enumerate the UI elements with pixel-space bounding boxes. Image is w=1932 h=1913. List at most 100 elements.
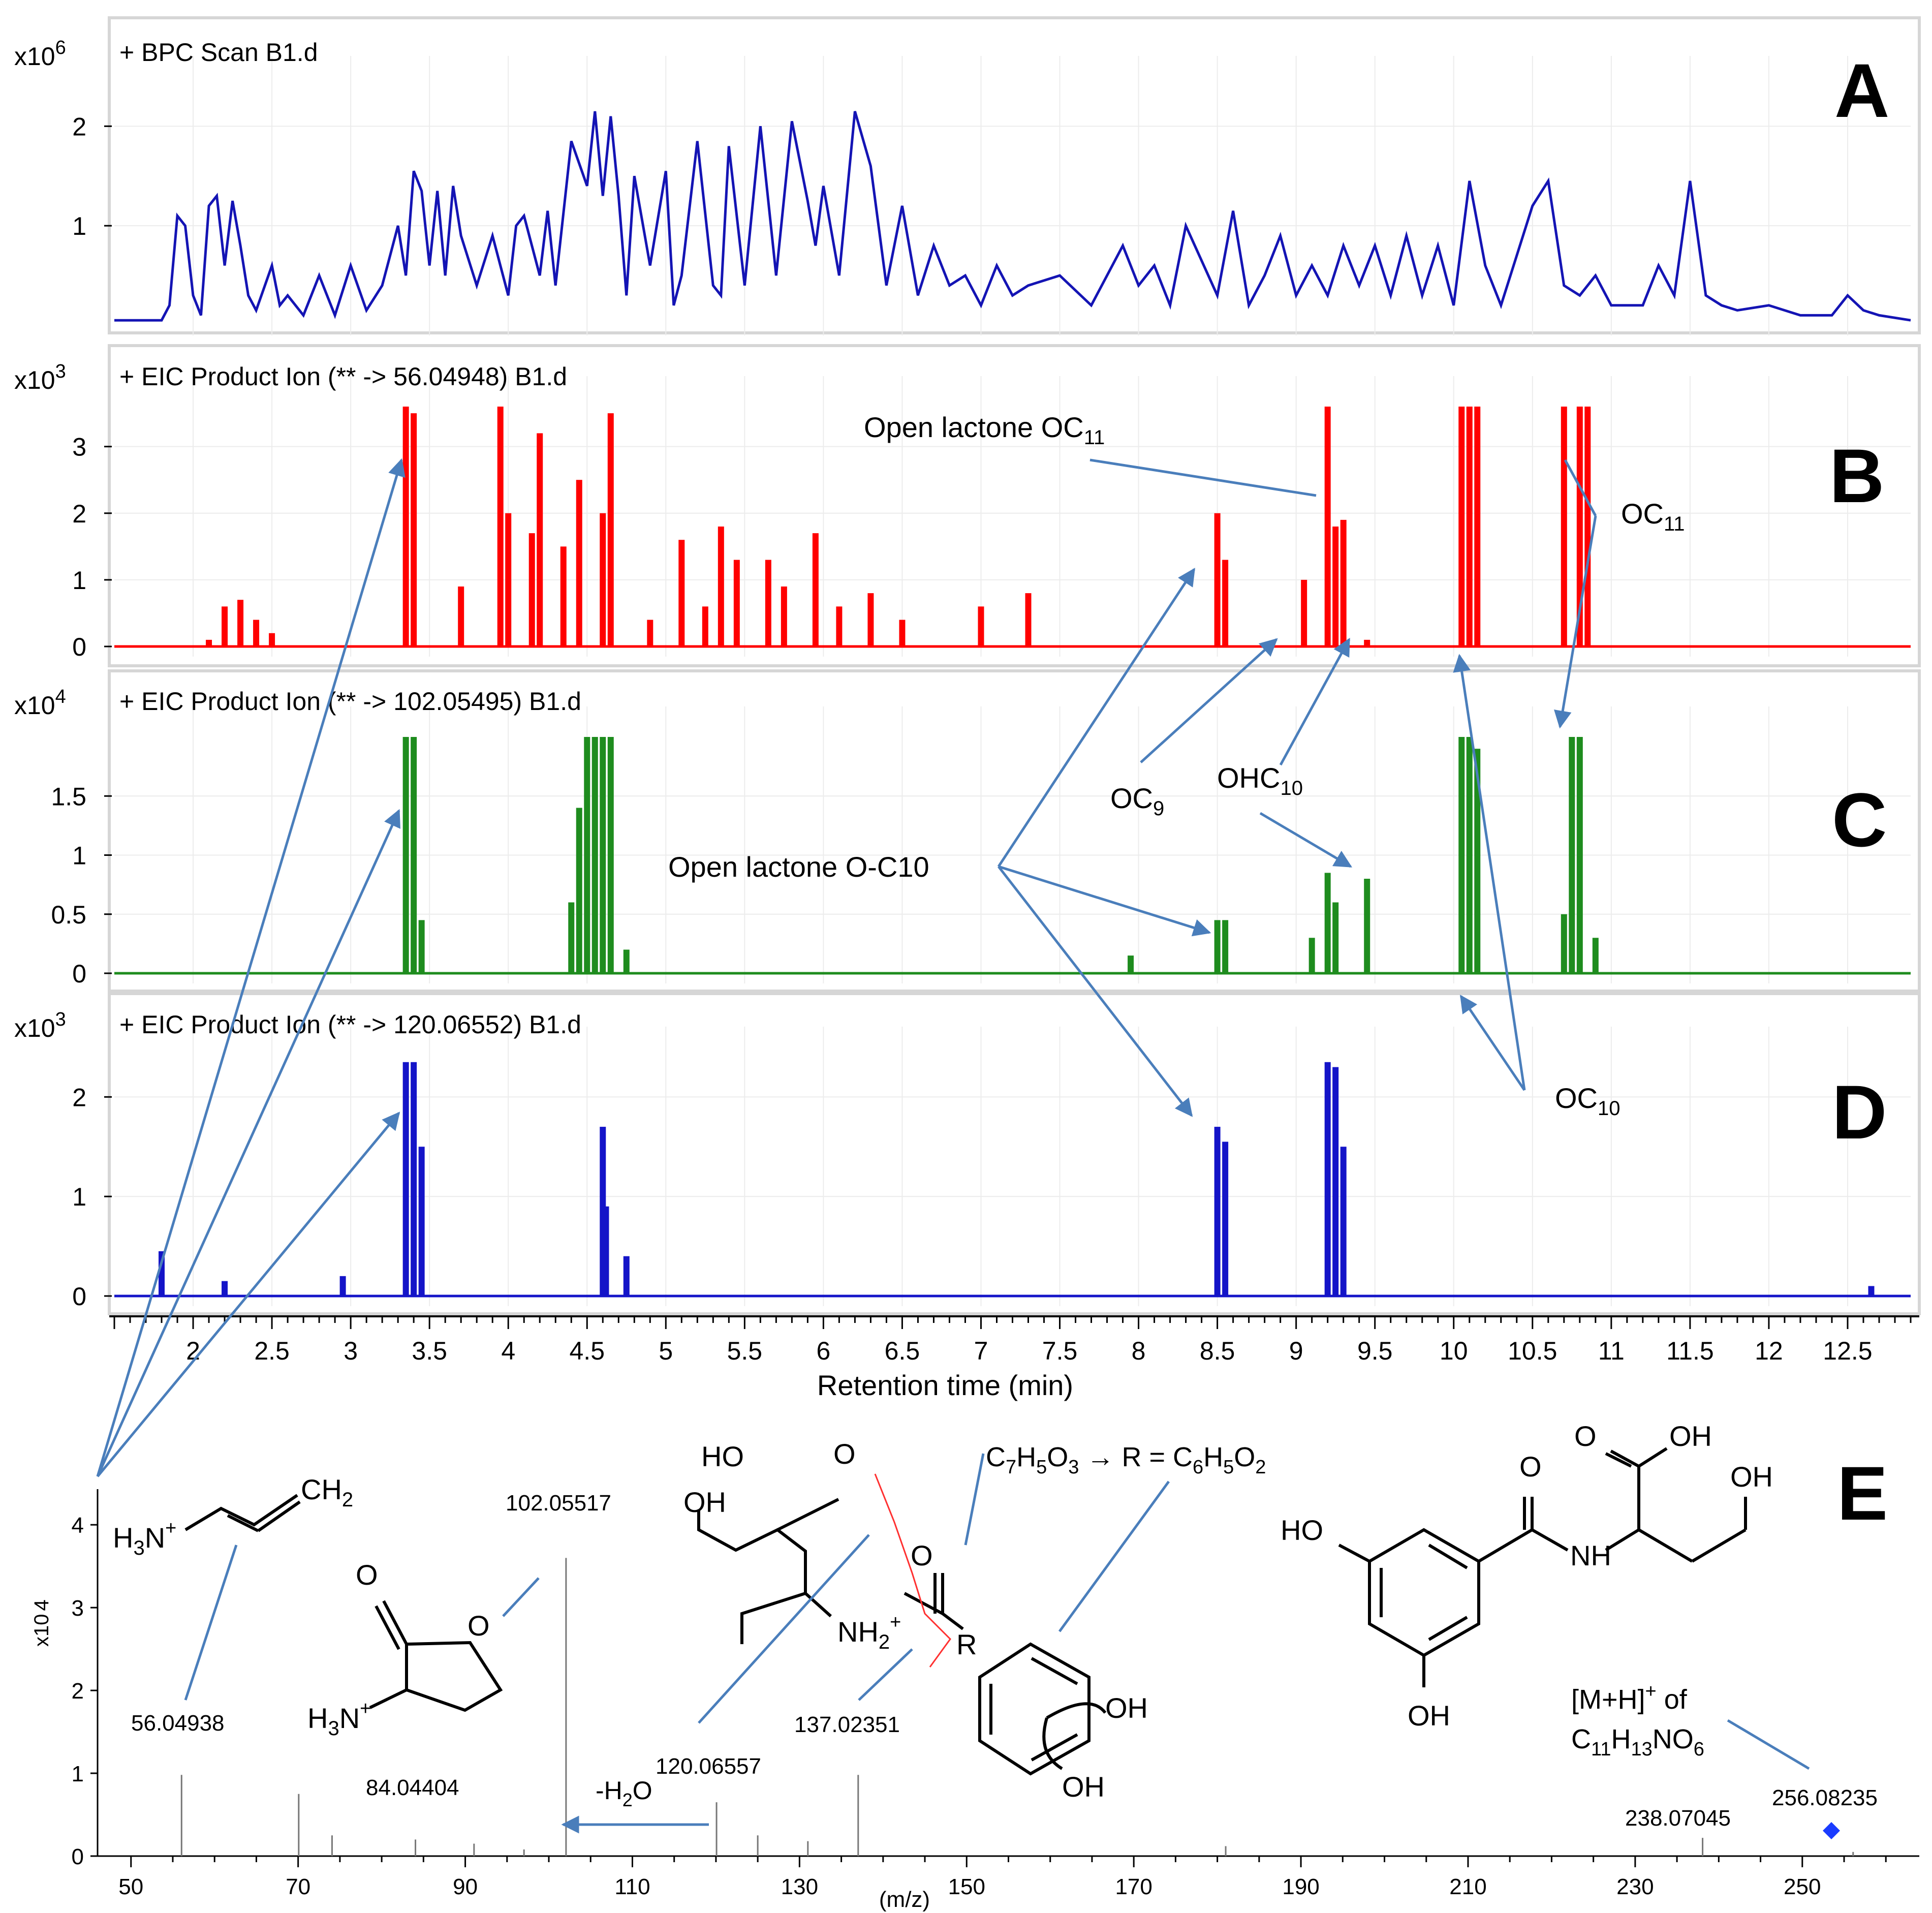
- eic-peak: [253, 620, 260, 646]
- eic-peak: [402, 1062, 409, 1296]
- eic-peak: [560, 546, 567, 646]
- eic-peak: [505, 513, 512, 646]
- ms-label-120: 120.06557: [656, 1754, 761, 1779]
- y-tick-label: 1: [72, 566, 86, 595]
- ms-label-56: 56.04938: [131, 1711, 225, 1736]
- x-tick-label: 12: [1755, 1337, 1783, 1365]
- x-tick-label: 10: [1440, 1337, 1468, 1365]
- eic-peak: [1301, 579, 1307, 646]
- eic-peak: [537, 433, 543, 646]
- ms-xticks: 50 70 90 110 130 150 170 190 210 230 250: [118, 1856, 1887, 1899]
- eic-peak: [1324, 873, 1331, 973]
- eic-peak: [458, 587, 464, 646]
- leader-102: [502, 1577, 540, 1617]
- ms-y-tick-label: 1: [72, 1762, 84, 1786]
- eic-peak: [836, 606, 843, 646]
- x-tick-label: 6: [816, 1337, 830, 1365]
- x-tick-label: 5: [659, 1337, 673, 1365]
- ms-x-tick-label: 50: [118, 1874, 143, 1899]
- eic-peak: [1584, 407, 1591, 646]
- ms-y-tick-label: 0: [72, 1844, 84, 1869]
- eic-peak: [765, 560, 771, 646]
- eic-peak: [733, 560, 740, 646]
- leader-120: [698, 1534, 870, 1724]
- ms-x-tick-label: 110: [614, 1874, 650, 1899]
- eic-peak: [1340, 519, 1347, 646]
- acyl-oh: OH: [683, 1486, 726, 1518]
- panel-a-bpc-trace: [114, 111, 1911, 322]
- eic-peak: [222, 606, 228, 646]
- eic-peak: [1214, 1127, 1221, 1296]
- eic-peak: [678, 540, 685, 646]
- water-loss-label: -H2O: [596, 1776, 652, 1810]
- acyl-ho: HO: [701, 1440, 744, 1472]
- x-tick-label: 3.5: [412, 1337, 447, 1365]
- eic-peak: [1222, 560, 1229, 646]
- panel-c-title: + EIC Product Ion (** -> 102.05495) B1.d: [119, 687, 581, 716]
- panel-a-grid: [114, 56, 1911, 335]
- acyl-o: O: [833, 1438, 856, 1470]
- parent-oh-acid: OH: [1669, 1420, 1712, 1452]
- benzene-oh1: OH: [1105, 1692, 1148, 1724]
- panel-c-multiplier: x104: [14, 686, 66, 720]
- panel-d-grid: [114, 1027, 1911, 1306]
- eic-peak: [269, 633, 275, 646]
- structure-lactone: [369, 1600, 503, 1712]
- panel-a-yticks: 12: [72, 112, 112, 240]
- x-tick-label: 2.5: [254, 1337, 290, 1365]
- acyl-o2: O: [911, 1539, 933, 1571]
- eic-peak: [206, 639, 212, 646]
- eic-peak: [600, 737, 606, 973]
- allylamine-h3n: H3N+: [113, 1518, 176, 1559]
- annotation-oc10: OC10: [1555, 1082, 1621, 1120]
- x-tick-label: 7: [974, 1337, 988, 1365]
- ms-letter: E: [1837, 1451, 1888, 1536]
- benzene-oh2: OH: [1062, 1771, 1105, 1803]
- eic-peak: [1128, 955, 1134, 973]
- parent-nh: NH: [1570, 1539, 1611, 1571]
- arrow-olc10-b: [997, 568, 1196, 868]
- panel-a-title: + BPC Scan B1.d: [119, 38, 318, 67]
- eic-peak: [497, 407, 504, 646]
- eic-peak: [1324, 407, 1331, 646]
- y-tick-label: 0: [72, 633, 86, 661]
- eic-peak: [1364, 639, 1370, 646]
- panel-a: x106 + BPC Scan B1.d A 12: [14, 16, 1921, 335]
- eic-peak: [899, 620, 906, 646]
- eic-peak: [418, 920, 425, 973]
- ms-label-256: 256.08235: [1772, 1785, 1878, 1810]
- x-tick-label: 8.5: [1200, 1337, 1235, 1365]
- x-tick-label: 11: [1598, 1337, 1625, 1365]
- eic-peak: [603, 1206, 609, 1296]
- ms-x-tick-label: 190: [1282, 1874, 1319, 1899]
- y-tick-label: 1: [72, 212, 86, 240]
- y-tick-label: 1: [72, 842, 86, 870]
- eic-peak: [568, 902, 575, 973]
- ms-label-84: 84.04404: [366, 1775, 459, 1800]
- ms-y-tick-label: 2: [72, 1679, 84, 1704]
- x-tick-label: 6.5: [885, 1337, 920, 1365]
- structure-parent: [1338, 1447, 1747, 1687]
- eic-peak: [1364, 879, 1370, 973]
- structure-allylamine: [184, 1494, 301, 1532]
- panel-d-multiplier: x103: [14, 1009, 66, 1042]
- eic-peak: [812, 533, 819, 646]
- panel-b: x103 + EIC Product Ion (** -> 56.04948) …: [14, 344, 1921, 667]
- arrow-oc9: [1140, 638, 1278, 763]
- y-tick-label: 2: [72, 112, 86, 141]
- eic-peak: [978, 606, 984, 646]
- x-tick-label: 9: [1289, 1337, 1303, 1365]
- eic-peak: [1222, 920, 1229, 973]
- lactone-o-carbonyl: O: [356, 1559, 378, 1591]
- ms-label-137: 137.02351: [794, 1712, 900, 1737]
- y-tick-label: 0: [72, 960, 86, 988]
- annotation-oc9: OC9: [1110, 782, 1164, 820]
- eic-peak: [607, 413, 614, 646]
- eic-peak: [718, 527, 724, 646]
- eic-peak: [1466, 737, 1473, 973]
- y-tick-label: 0: [72, 1282, 86, 1311]
- x-tick-label: 5.5: [727, 1337, 763, 1365]
- panel-a-multiplier: x106: [14, 37, 66, 71]
- x-tick-label: 11.5: [1666, 1337, 1714, 1365]
- panel-c-letter: C: [1832, 777, 1887, 862]
